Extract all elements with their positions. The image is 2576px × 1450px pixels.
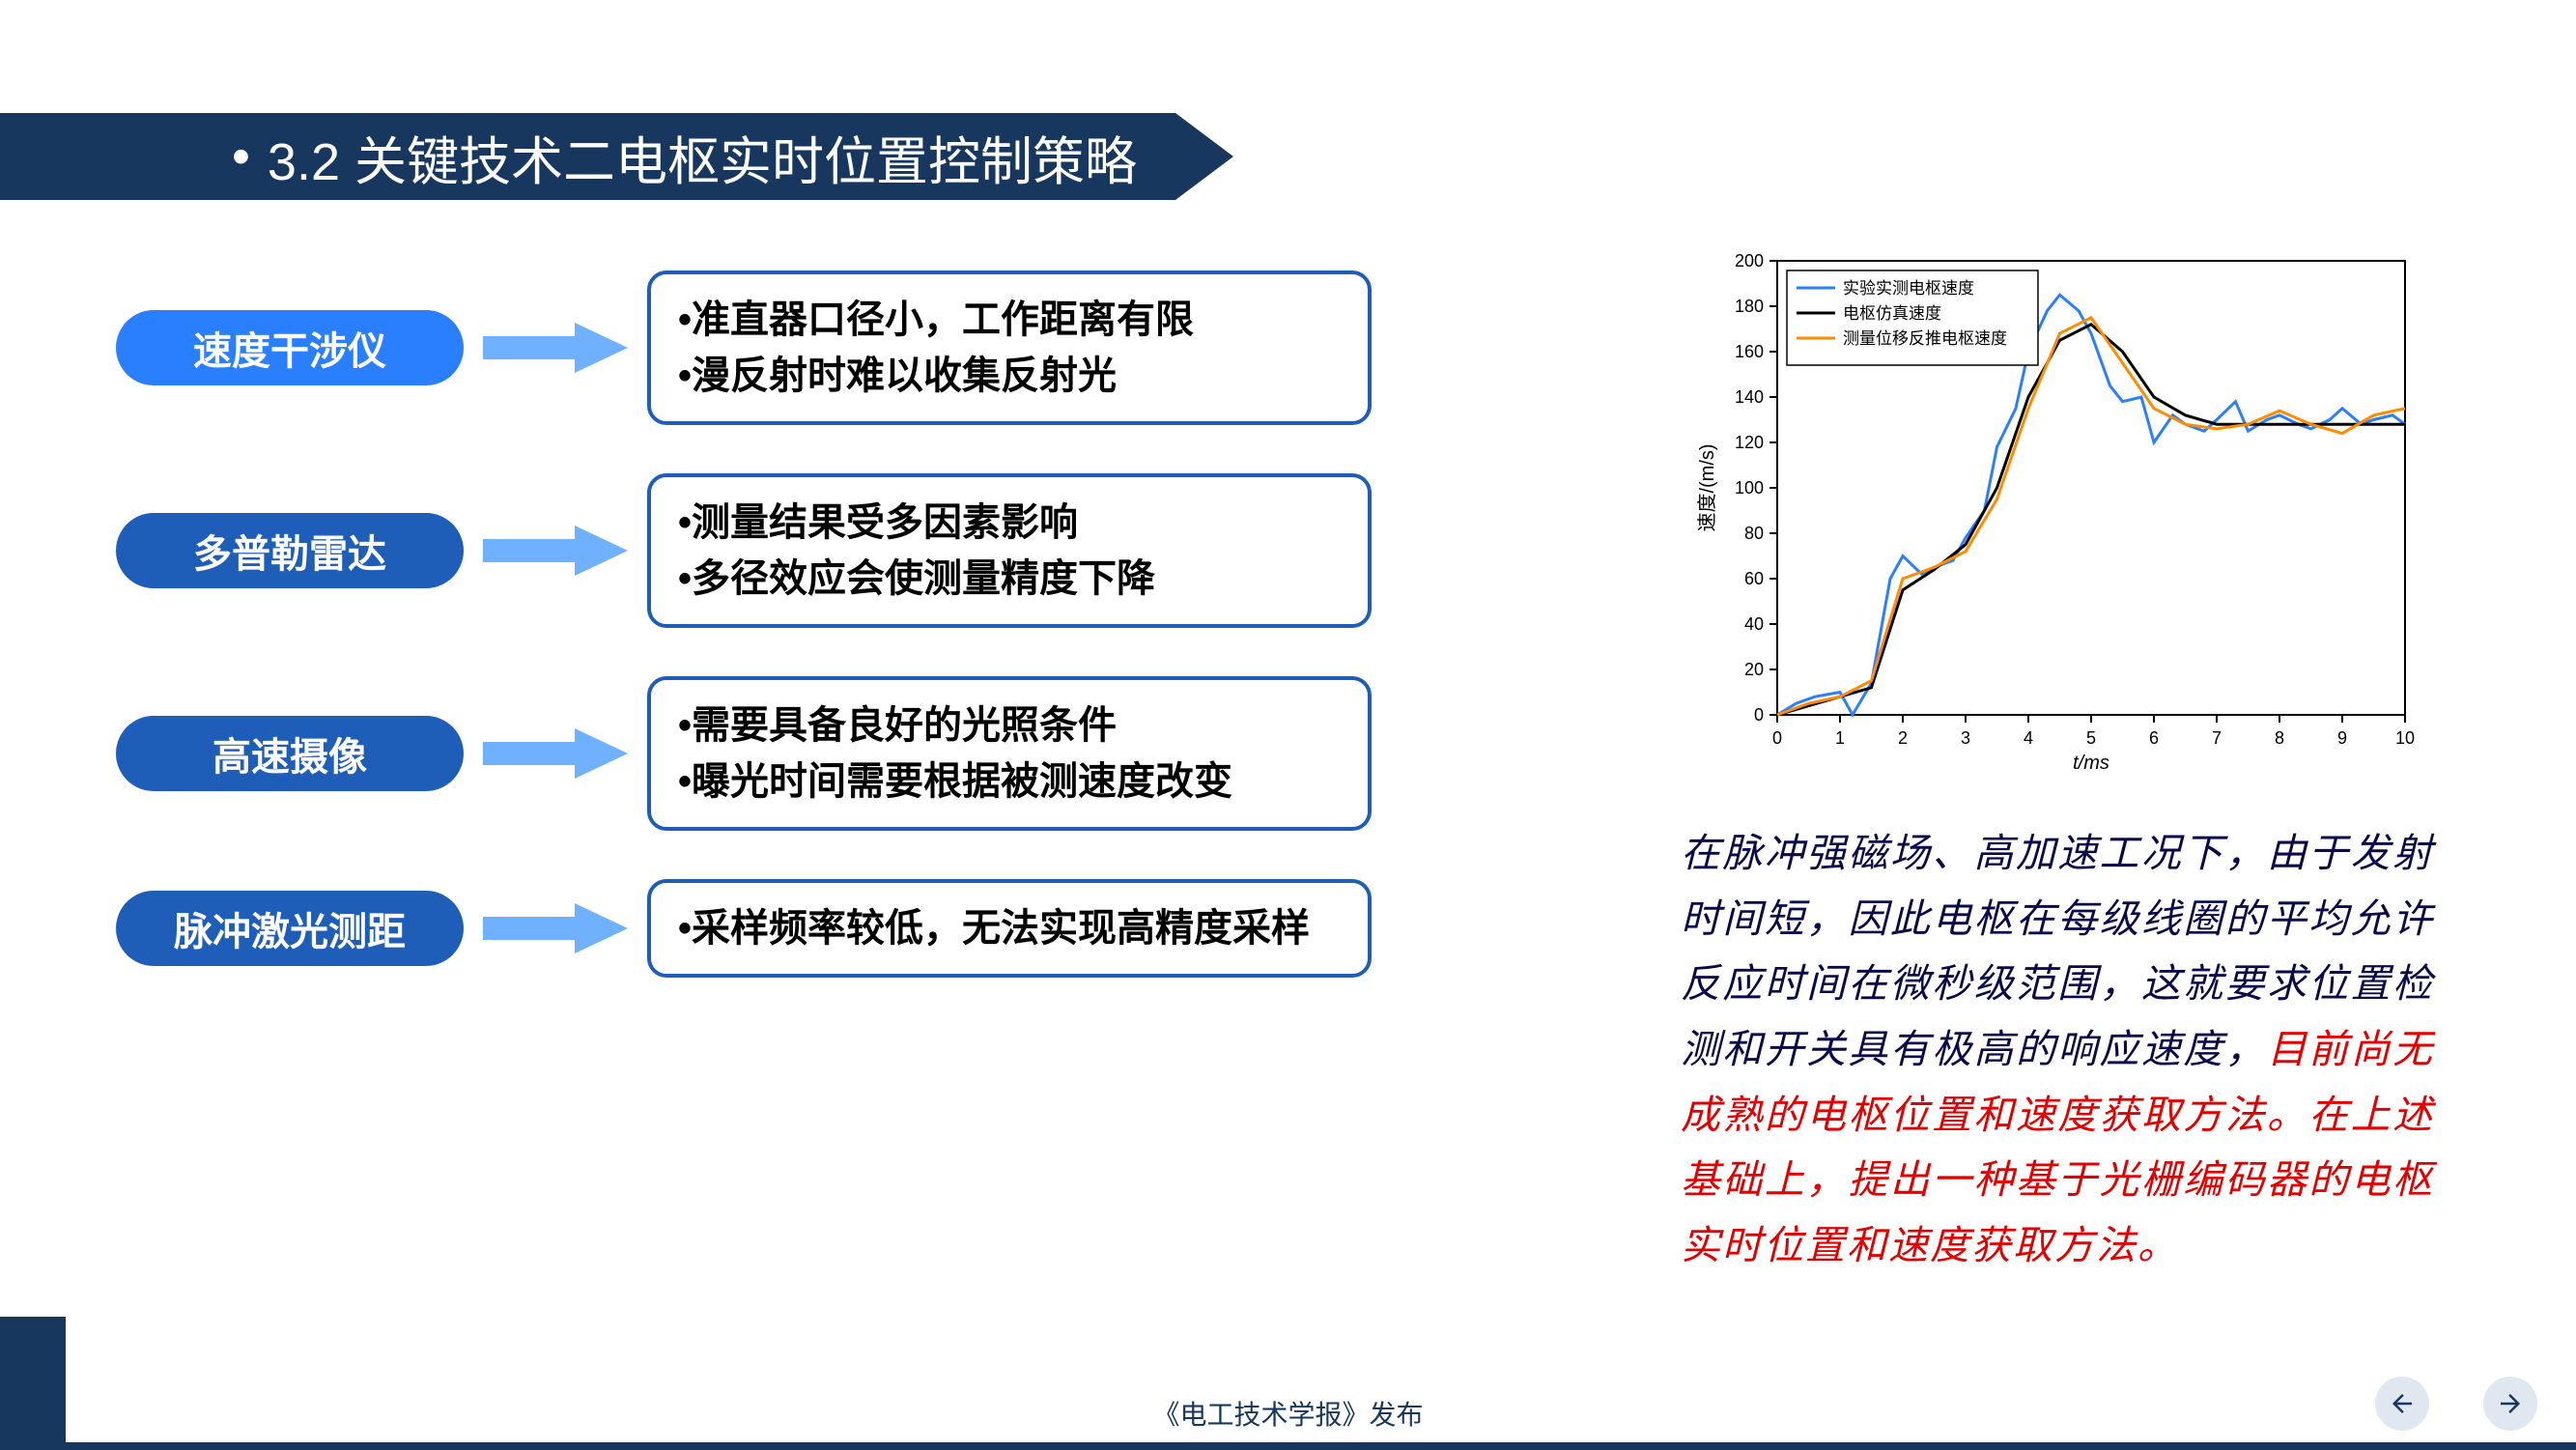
svg-text:200: 200 bbox=[1735, 251, 1764, 270]
svg-text:80: 80 bbox=[1744, 524, 1764, 543]
svg-text:100: 100 bbox=[1735, 478, 1764, 498]
chart-svg: 012345678910020406080100120140160180200t… bbox=[1690, 242, 2424, 782]
method-desc: •采样频率较低，无法实现高精度采样 bbox=[647, 879, 1372, 978]
svg-text:140: 140 bbox=[1735, 387, 1764, 407]
bottom-bar bbox=[0, 1442, 2576, 1450]
svg-text:5: 5 bbox=[2086, 728, 2096, 748]
velocity-chart: 012345678910020406080100120140160180200t… bbox=[1690, 242, 2424, 782]
svg-text:t/ms: t/ms bbox=[2073, 753, 2109, 774]
svg-text:6: 6 bbox=[2149, 728, 2159, 748]
nav-buttons bbox=[2375, 1377, 2537, 1431]
title-bar: • 3.2 关键技术二电枢实时位置控制策略 bbox=[0, 113, 1175, 200]
svg-text:60: 60 bbox=[1744, 569, 1764, 588]
arrow-left-icon bbox=[2388, 1389, 2417, 1418]
svg-text:2: 2 bbox=[1898, 728, 1908, 748]
next-button[interactable] bbox=[2483, 1377, 2537, 1431]
method-row: 脉冲激光测距 •采样频率较低，无法实现高精度采样 bbox=[116, 879, 1623, 978]
method-desc: •准直器口径小，工作距离有限•漫反射时难以收集反射光 bbox=[647, 270, 1372, 425]
method-desc: •需要具备良好的光照条件•曝光时间需要根据被测速度改变 bbox=[647, 676, 1372, 831]
arrow-icon bbox=[464, 522, 647, 580]
method-row: 多普勒雷达 •测量结果受多因素影响•多径效应会使测量精度下降 bbox=[116, 473, 1623, 628]
svg-text:20: 20 bbox=[1744, 660, 1764, 679]
arrow-icon bbox=[464, 899, 647, 957]
svg-text:40: 40 bbox=[1744, 614, 1764, 634]
method-row: 速度干涉仪 •准直器口径小，工作距离有限•漫反射时难以收集反射光 bbox=[116, 270, 1623, 425]
svg-text:8: 8 bbox=[2275, 728, 2284, 748]
method-desc: •测量结果受多因素影响•多径效应会使测量精度下降 bbox=[647, 473, 1372, 628]
svg-text:0: 0 bbox=[1772, 728, 1782, 748]
method-row: 高速摄像 •需要具备良好的光照条件•曝光时间需要根据被测速度改变 bbox=[116, 676, 1623, 831]
arrow-right-icon bbox=[2496, 1389, 2525, 1418]
method-pill: 多普勒雷达 bbox=[116, 513, 464, 588]
description-paragraph: 在脉冲强磁场、高加速工况下，由于发射时间短，因此电枢在每级线圈的平均允许反应时间… bbox=[1681, 821, 2434, 1278]
svg-text:实验实测电枢速度: 实验实测电枢速度 bbox=[1843, 279, 1974, 298]
arrow-icon bbox=[464, 319, 647, 377]
svg-text:速度/(m/s): 速度/(m/s) bbox=[1696, 443, 1718, 531]
svg-text:10: 10 bbox=[2395, 728, 2415, 748]
method-pill: 高速摄像 bbox=[116, 716, 464, 791]
method-pill: 速度干涉仪 bbox=[116, 310, 464, 385]
methods-column: 速度干涉仪 •准直器口径小，工作距离有限•漫反射时难以收集反射光多普勒雷达 •测量结… bbox=[116, 270, 1623, 1026]
footer-text: 《电工技术学报》发布 bbox=[0, 1394, 2576, 1433]
svg-text:0: 0 bbox=[1754, 705, 1764, 725]
title-label: 3.2 关键技术二电枢实时位置控制策略 bbox=[268, 119, 1137, 195]
svg-text:9: 9 bbox=[2337, 728, 2347, 748]
svg-text:4: 4 bbox=[2024, 728, 2033, 748]
svg-text:160: 160 bbox=[1735, 342, 1764, 361]
method-pill: 脉冲激光测距 bbox=[116, 891, 464, 966]
title-bullet: • bbox=[232, 127, 250, 186]
arrow-icon bbox=[464, 725, 647, 782]
svg-text:测量位移反推电枢速度: 测量位移反推电枢速度 bbox=[1843, 329, 2007, 348]
prev-button[interactable] bbox=[2375, 1377, 2429, 1431]
svg-text:120: 120 bbox=[1735, 433, 1764, 452]
svg-text:180: 180 bbox=[1735, 297, 1764, 316]
right-panel: 012345678910020406080100120140160180200t… bbox=[1681, 242, 2434, 1278]
svg-text:1: 1 bbox=[1835, 728, 1845, 748]
title-text: • 3.2 关键技术二电枢实时位置控制策略 bbox=[0, 113, 1175, 200]
svg-text:3: 3 bbox=[1961, 728, 1970, 748]
svg-text:7: 7 bbox=[2212, 728, 2222, 748]
svg-text:电枢仿真速度: 电枢仿真速度 bbox=[1843, 304, 1941, 323]
